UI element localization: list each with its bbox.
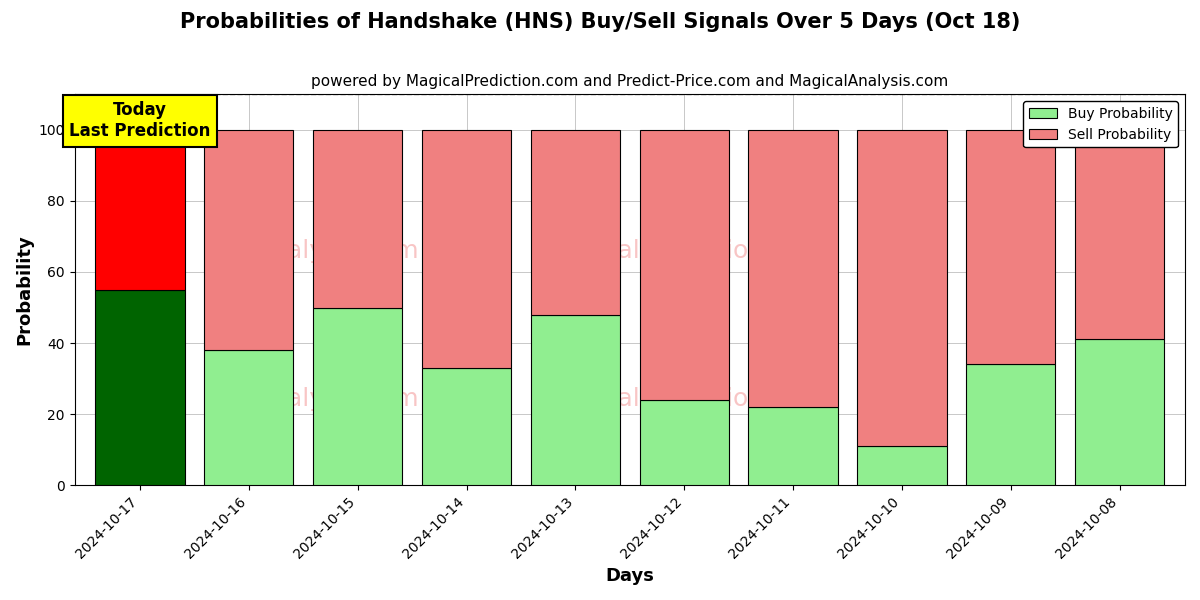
Bar [640,400,728,485]
Bar [1075,130,1164,340]
Legend: Buy Probability, Sell Probability: Buy Probability, Sell Probability [1024,101,1178,148]
Bar [966,364,1056,485]
Bar [422,368,511,485]
Title: powered by MagicalPrediction.com and Predict-Price.com and MagicalAnalysis.com: powered by MagicalPrediction.com and Pre… [311,74,948,89]
X-axis label: Days: Days [605,567,654,585]
Bar [313,130,402,308]
Bar [204,350,294,485]
Bar [313,308,402,485]
Bar [640,130,728,400]
Bar [749,130,838,407]
Bar [857,446,947,485]
Bar [530,314,620,485]
Bar [1075,340,1164,485]
Text: calAnalysis.com: calAnalysis.com [218,239,419,263]
Bar [530,130,620,314]
Bar [95,130,185,290]
Bar [857,130,947,446]
Bar [422,130,511,368]
Text: MagicalPrediction.com: MagicalPrediction.com [545,239,826,263]
Bar [749,407,838,485]
Text: Today
Last Prediction: Today Last Prediction [70,101,211,140]
Bar [95,290,185,485]
Text: Probabilities of Handshake (HNS) Buy/Sell Signals Over 5 Days (Oct 18): Probabilities of Handshake (HNS) Buy/Sel… [180,12,1020,32]
Bar [204,130,294,350]
Text: MagicalPrediction.com: MagicalPrediction.com [545,387,826,411]
Text: calAnalysis.com: calAnalysis.com [218,387,419,411]
Y-axis label: Probability: Probability [16,235,34,345]
Bar [966,130,1056,364]
